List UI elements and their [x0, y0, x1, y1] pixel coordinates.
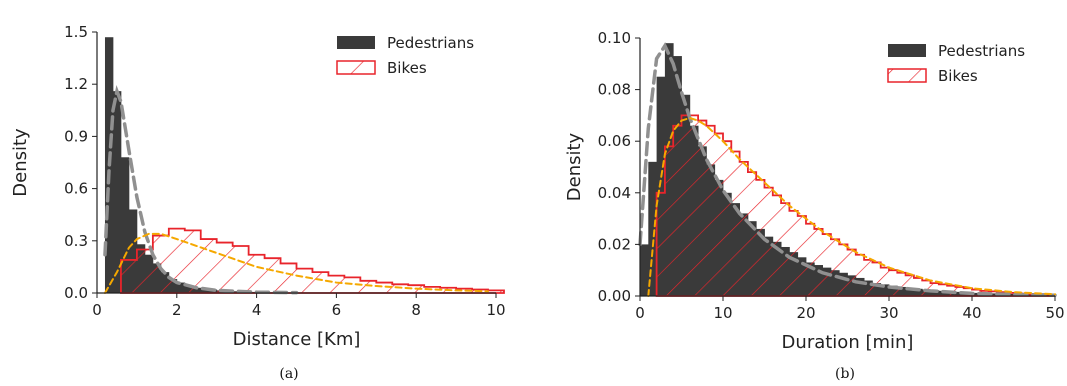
- p1-legend-bikes-swatch: [887, 68, 927, 83]
- panel-caption-a: (a): [279, 366, 298, 382]
- p1-legend-pedestrians-label: Pedestrians: [938, 42, 1025, 60]
- panel-duration: 0 10 20 30 40 50 0.00 0.02 0.04 0.06 0.08 0.10 Durat…: [564, 29, 1065, 353]
- p0-legend-bikes-swatch: [336, 60, 376, 75]
- p0-y-tick-label: 0.3: [64, 232, 88, 250]
- p1-pedestrians-bar: [648, 161, 657, 296]
- p1-y-tick-label: 0.04: [598, 184, 631, 202]
- p0-x-tick-label: 0: [92, 301, 102, 319]
- p1-y-tick-label: 0.08: [598, 81, 631, 99]
- p1-pedestrians-fit: [638, 42, 1057, 297]
- p1-bikes-fit: [647, 116, 1056, 297]
- p0-legend-pedestrians-swatch: [337, 36, 375, 49]
- p1-y-axis-label: Density: [564, 132, 585, 201]
- p1-y-tick-label: 0.06: [598, 132, 631, 150]
- p0-x-axis-label: Distance [Km]: [233, 329, 361, 350]
- p0-x-tick-label: 10: [486, 301, 505, 319]
- p0-y-tick-label: 0.9: [64, 127, 88, 145]
- p1-x-tick-label: 20: [796, 304, 815, 322]
- p1-x-tick-label: 50: [1045, 304, 1064, 322]
- p0-legend-pedestrians-label: Pedestrians: [387, 34, 474, 52]
- p0-bikes-step: [120, 227, 505, 294]
- p1-y-tick-label: 0.10: [598, 29, 631, 47]
- p1-legend-pedestrians-swatch: [888, 44, 926, 57]
- p0-y-tick-label: 0.6: [64, 180, 88, 198]
- p1-bikes-hatch: [656, 115, 1055, 297]
- p1-y-tick-label: 0.02: [598, 235, 631, 253]
- panel-caption-b: (b): [835, 366, 855, 382]
- p1-x-tick-label: 10: [713, 304, 732, 322]
- p0-bikes-fit: [103, 232, 490, 294]
- p0-x-tick-label: 2: [172, 301, 182, 319]
- p0-x-tick-label: 6: [332, 301, 342, 319]
- p0-y-axis-label: Density: [10, 128, 31, 197]
- p0-bikes-hatch: [120, 228, 504, 293]
- panel-distance: 0 2 4 6 8 10 0.0 0.3 0.6 0.9 1.2 1.5 Distance [Km] De…: [10, 23, 506, 350]
- p1-x-tick-label: 30: [879, 304, 898, 322]
- p1-pedestrians-bar: [640, 244, 649, 296]
- p0-x-tick-label: 4: [252, 301, 262, 319]
- p0-x-tick-label: 8: [411, 301, 421, 319]
- p1-y-tick-label: 0.00: [598, 287, 631, 305]
- p0-pedestrians-fit: [103, 84, 299, 295]
- p0-y-tick-label: 1.2: [64, 75, 88, 93]
- p1-legend-bikes-label: Bikes: [938, 67, 978, 85]
- p1-pedestrians-bar: [656, 76, 666, 296]
- p1-x-tick-label: 0: [635, 304, 645, 322]
- p0-legend-bikes-label: Bikes: [387, 59, 427, 77]
- p0-pedestrians-bar: [112, 91, 122, 293]
- p1-x-axis-label: Duration [min]: [782, 332, 914, 353]
- p0-pedestrians-bar: [128, 209, 138, 293]
- p0-y-tick-label: 0.0: [64, 284, 88, 302]
- p1-x-tick-label: 40: [962, 304, 981, 322]
- p0-pedestrians-bar: [120, 157, 130, 293]
- p0-y-tick-label: 1.5: [64, 23, 88, 41]
